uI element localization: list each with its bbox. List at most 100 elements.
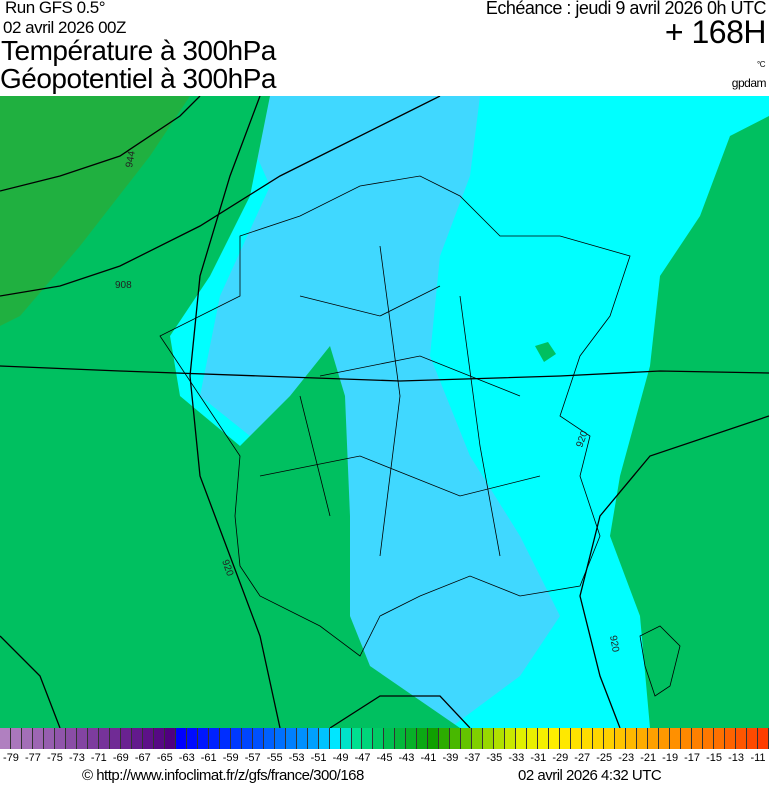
- generated-time: 02 avril 2026 4:32 UTC: [518, 767, 662, 784]
- colorbar-cell: [362, 728, 374, 749]
- colorbar-cell: [164, 728, 176, 749]
- colorbar-tick-label: -77: [25, 752, 41, 764]
- colorbar-cell: [153, 728, 165, 749]
- colorbar-tick-label: -65: [156, 752, 173, 764]
- colorbar-cell: [21, 728, 33, 749]
- colorbar-cell: [735, 728, 747, 749]
- colorbar-tick-label: -23: [618, 752, 635, 764]
- colorbar-tick-label: -19: [662, 752, 679, 764]
- colorbar-cell: [472, 728, 484, 749]
- colorbar-cell: [724, 728, 736, 749]
- colorbar-cell: [131, 728, 143, 749]
- colorbar-cell: [384, 728, 396, 749]
- colorbar-tick-label: -69: [112, 752, 129, 764]
- colorbar-cell: [241, 728, 253, 749]
- unit-geopotential: gpdam: [731, 76, 767, 90]
- colorbar-cell: [681, 728, 693, 749]
- colorbar-cell: [648, 728, 660, 749]
- colorbar-tick-label: -11: [750, 752, 766, 764]
- colorbar-cell: [98, 728, 110, 749]
- colorbar-cell: [560, 728, 572, 749]
- colorbar-tick-label: -51: [310, 752, 327, 764]
- colorbar-tick-label: -55: [266, 752, 283, 764]
- colorbar-tick-label: -67: [134, 752, 151, 764]
- geopotential-contours: [0, 96, 769, 728]
- colorbar-tick-label: -25: [596, 752, 613, 764]
- light-blue-zone: [200, 96, 560, 728]
- colorbar-cell: [76, 728, 88, 749]
- colorbar-cell: [296, 728, 308, 749]
- green-zone-west: [0, 96, 460, 728]
- colorbar-cell: [615, 728, 627, 749]
- colorbar-cell: [549, 728, 561, 749]
- colorbar-cell: [637, 728, 649, 749]
- colorbar-cell: [186, 728, 198, 749]
- colorbar-cell: [142, 728, 154, 749]
- colorbar-cell: [351, 728, 363, 749]
- colorbar-cell: [582, 728, 594, 749]
- colorbar-cell: [318, 728, 330, 749]
- colorbar-tick-label: -57: [244, 752, 261, 764]
- colorbar-cell: [604, 728, 616, 749]
- colorbar-cell: [10, 728, 22, 749]
- unit-temperature: °C: [757, 60, 765, 69]
- colorbar-tick-label: -53: [288, 752, 305, 764]
- colorbar-cell: [483, 728, 495, 749]
- run-label: Run GFS 0.5°: [5, 0, 106, 17]
- colorbar-cell: [538, 728, 550, 749]
- colorbar-cell: [417, 728, 429, 749]
- title-temperature: Température à 300hPa: [1, 35, 276, 66]
- colorbar-cell: [373, 728, 385, 749]
- colorbar-tick-label: -47: [354, 752, 371, 764]
- colorbar-cell: [285, 728, 297, 749]
- colorbar-tick-label: -39: [442, 752, 459, 764]
- colorbar-cell: [593, 728, 605, 749]
- colorbar-cell: [659, 728, 671, 749]
- borders: [159, 175, 681, 697]
- colorbar-cell: [505, 728, 517, 749]
- colorbar-tick-label: -75: [46, 752, 63, 764]
- colorbar-cell: [197, 728, 209, 749]
- colorbar-tick-label: -27: [574, 752, 591, 764]
- colorbar-cell: [670, 728, 682, 749]
- colorbar-cell: [175, 728, 187, 749]
- colorbar-cell: [692, 728, 703, 749]
- colorbar-cell: [757, 728, 769, 749]
- green-zone-east: [610, 116, 769, 728]
- colorbar-cell: [406, 728, 418, 749]
- echeance: Echéance : jeudi 9 avril 2026 0h UTC: [485, 0, 767, 18]
- colorbar-tick-label: -61: [200, 752, 217, 764]
- colorbar-cell: [208, 728, 220, 749]
- colorbar-cell: [219, 728, 231, 749]
- colorbar-tick-label: -13: [728, 752, 744, 764]
- colorbar-cell: [571, 728, 583, 749]
- colorbar-tick-label: -35: [486, 752, 503, 764]
- colorbar-tick-label: -29: [552, 752, 569, 764]
- contour-label: 944: [124, 150, 138, 169]
- contour-label: 908: [115, 280, 132, 291]
- colorbar-tick-label: -17: [684, 752, 701, 764]
- colorbar-cell: [746, 728, 758, 749]
- colorbar-cell: [703, 728, 714, 749]
- colorbar-tick-label: -41: [420, 752, 437, 764]
- colorbar-cell: [120, 728, 132, 749]
- credit-link[interactable]: © http://www.infoclimat.fr/z/gfs/france/…: [82, 767, 364, 784]
- colorbar-cell: [428, 728, 440, 749]
- colorbar-tick-label: -31: [530, 752, 547, 764]
- colorbar-tick-label: -37: [464, 752, 481, 764]
- colorbar-cell: [54, 728, 66, 749]
- colorbar-tick-label: -15: [706, 752, 723, 764]
- green-patch: [535, 342, 556, 362]
- colorbar-cell: [252, 728, 264, 749]
- colorbar-cell: [274, 728, 286, 749]
- lead-time: + 168H: [664, 14, 767, 50]
- colorbar-cell: [329, 728, 341, 749]
- colorbar-tick-label: -45: [376, 752, 393, 764]
- colorbar-cell: [461, 728, 473, 749]
- contour-label: 920: [607, 635, 621, 654]
- colorbar-cell: [307, 728, 319, 749]
- colorbar: [0, 728, 769, 749]
- colorbar-cell: [494, 728, 506, 749]
- colorbar-tick-label: -43: [398, 752, 415, 764]
- colorbar-cell: [263, 728, 275, 749]
